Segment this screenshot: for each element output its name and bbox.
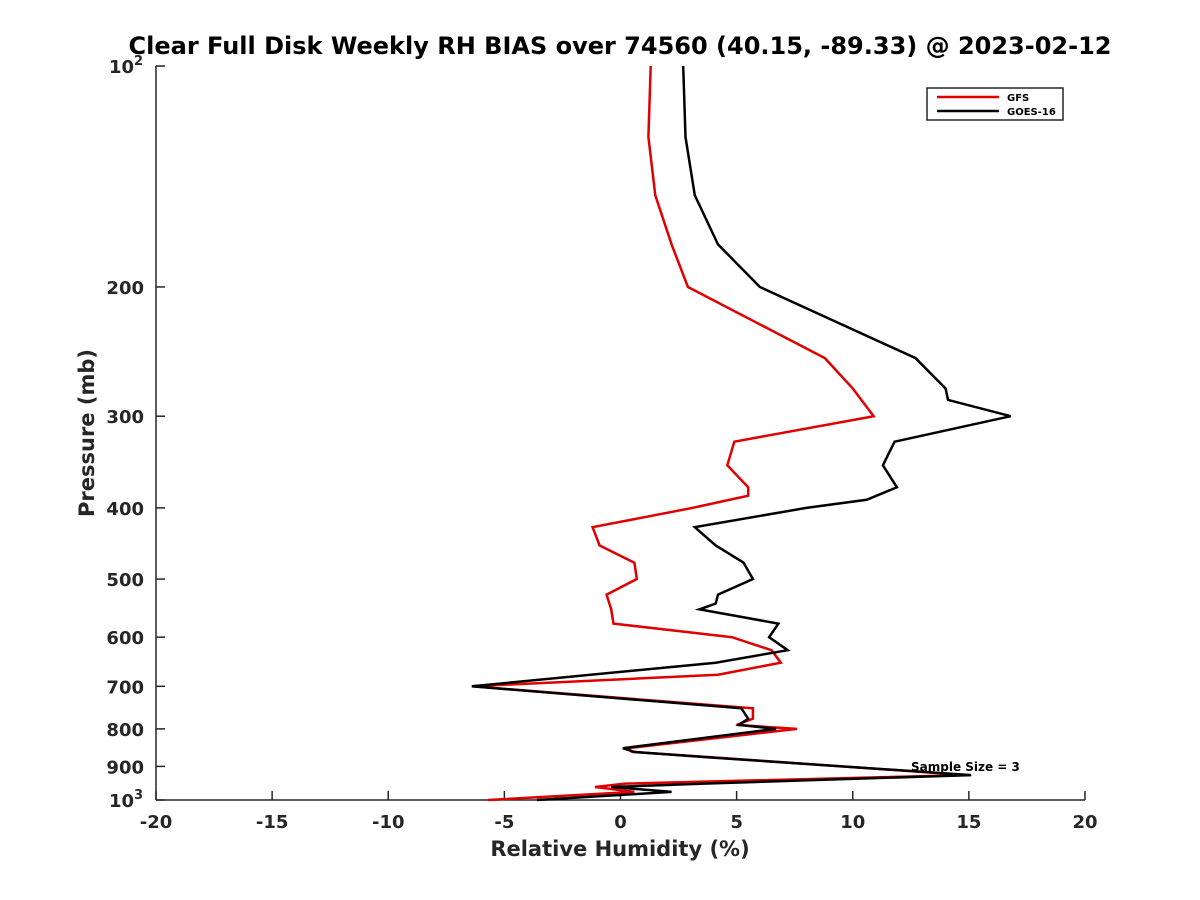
y-tick-label: 800: [106, 720, 144, 741]
x-tick-label: 15: [956, 812, 981, 833]
legend-label: GFS: [1007, 93, 1029, 104]
y-tick-exponent: 3: [134, 788, 143, 803]
y-tick-exponent: 2: [134, 54, 143, 69]
y-tick-label: 600: [106, 628, 144, 649]
x-tick-label: -15: [256, 812, 289, 833]
y-tick-label: 900: [106, 757, 144, 778]
sample-size-annotation: Sample Size = 3: [911, 760, 1020, 774]
legend-box: [926, 87, 1064, 121]
y-tick-label: 10: [109, 57, 134, 78]
y-tick-label: 200: [106, 278, 144, 299]
x-tick-label: 0: [614, 812, 627, 833]
legend-label: GOES-16: [1007, 107, 1056, 118]
series-line-gfs: [471, 65, 967, 802]
x-tick-label: 5: [730, 812, 743, 833]
x-tick-label: -5: [494, 812, 514, 833]
x-tick-label: 20: [1072, 812, 1097, 833]
x-tick-label: -20: [140, 812, 173, 833]
x-tick-label: -10: [372, 812, 405, 833]
series-line-goes-16: [471, 65, 1012, 802]
x-tick-label: 10: [840, 812, 865, 833]
y-tick-label: 10: [109, 791, 134, 812]
y-tick-label: 700: [106, 677, 144, 698]
y-tick-label: 500: [106, 570, 144, 591]
y-tick-label: 300: [106, 407, 144, 428]
y-tick-label: 400: [106, 499, 144, 520]
x-axis-label: Relative Humidity (%): [490, 837, 749, 861]
y-axis-label: Pressure (mb): [75, 349, 99, 517]
chart-title: Clear Full Disk Weekly RH BIAS over 7456…: [129, 32, 1112, 60]
